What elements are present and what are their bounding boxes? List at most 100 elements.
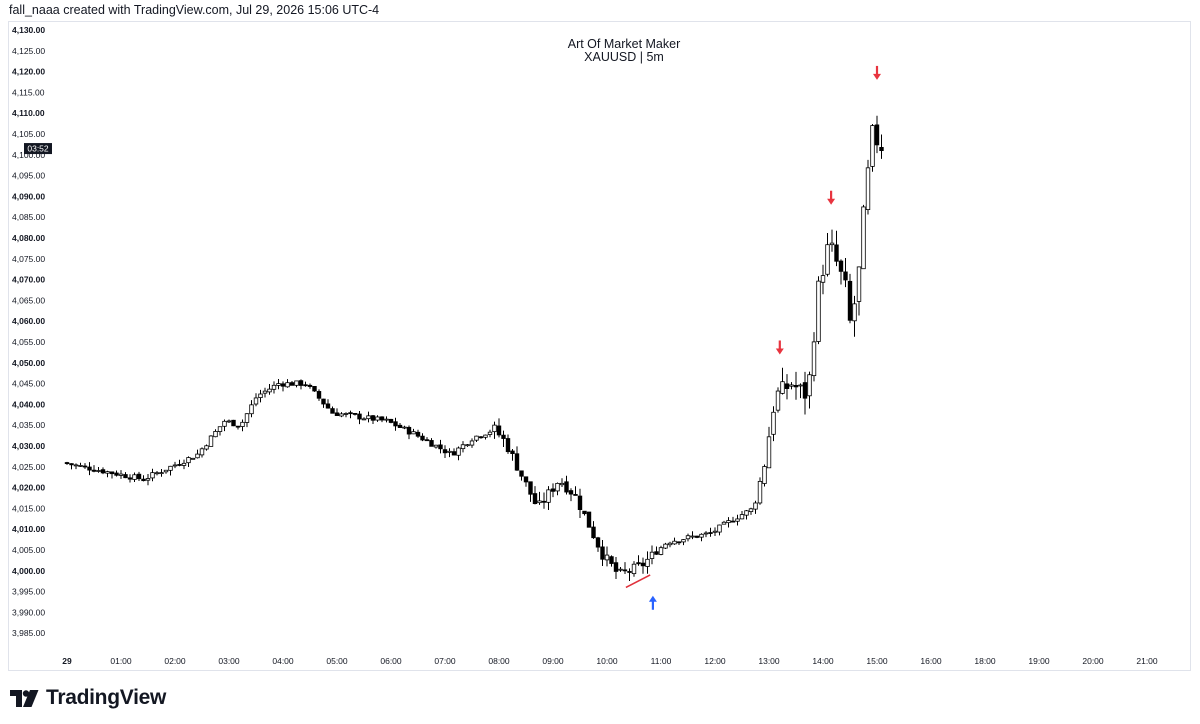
candle-body [145,478,151,481]
candle-body [519,470,524,477]
candle-body [415,431,421,437]
candle-body [159,472,164,475]
price-label-text: 03:52 [27,144,49,154]
time-tick-label: 21:00 [1136,656,1158,666]
candle-body [267,388,272,393]
candle-body [766,436,772,469]
candle-body [748,508,754,513]
candle-body [456,447,461,456]
candle-body [195,453,200,459]
candle-body [735,518,740,522]
candle-body [847,280,853,321]
candle-body [726,520,731,524]
price-tick-label: 3,985.00 [12,628,45,638]
candle-body [285,382,290,388]
candle-body [208,435,214,447]
price-tick-label: 4,100.00 [12,150,45,160]
candle-body [496,425,502,436]
time-tick-label: 20:00 [1082,656,1104,666]
candle-body [663,543,668,549]
price-tick-label: 4,110.00 [12,108,45,118]
time-tick-label: 06:00 [380,656,402,666]
candle-body [253,397,259,405]
candle-body [870,125,875,167]
buy-arrow-icon [648,595,657,602]
price-tick-label: 4,005.00 [12,545,45,555]
candle-body [793,385,799,388]
candle-body [303,384,308,387]
candle-body [325,403,331,409]
candle-body [694,535,700,538]
candle-body [834,244,839,262]
candle-body [505,438,511,453]
candle-body [699,533,704,538]
time-tick-label: 29 [62,656,72,666]
candle-body [141,478,146,482]
candle-body [424,439,430,442]
sell-arrow-icon [873,73,881,80]
price-tick-label: 4,085.00 [12,212,45,222]
candle-body [235,425,241,428]
candle-body [262,390,268,394]
candle-body [703,532,709,535]
candle-body [730,520,736,523]
candle-body [312,386,317,392]
candle-body [762,466,767,484]
candle-body [807,374,812,397]
time-tick-label: 07:00 [434,656,456,666]
candle-body [375,416,380,421]
price-tick-label: 3,995.00 [12,587,45,597]
candle-body [820,275,826,283]
candle-body [559,482,565,486]
candle-body [78,465,83,467]
candle-body [217,426,223,432]
candle-body [294,380,299,386]
price-tick-label: 4,095.00 [12,171,45,181]
candle-body [721,521,727,525]
sell-arrow-icon [827,198,836,205]
chart-subtitle: XAUUSD | 5m [584,50,664,64]
price-tick-label: 4,070.00 [12,275,45,285]
candle-body [546,489,551,503]
candle-body [640,562,646,567]
candle-body [433,444,439,448]
candle-body [100,469,106,474]
candle-body [528,481,533,495]
candle-body [204,445,209,450]
candle-body [622,569,628,572]
time-axis[interactable]: 29 01:00 02:00 03:00 04:00 05:00 06:00 07:00 08:… [62,656,1158,666]
price-tick-label: 4,060.00 [12,316,45,326]
candle-body [150,472,155,479]
candle-body [658,547,664,555]
candle-body [537,500,542,504]
candle-body [573,494,578,496]
candle-body [249,404,254,415]
candle-body [523,476,529,483]
price-tick-label: 4,045.00 [12,379,45,389]
candle-body [199,448,205,456]
candle-body [447,450,452,453]
candle-body [510,450,515,455]
candle-body [550,488,556,492]
time-tick-label: 02:00 [164,656,186,666]
time-tick-label: 10:00 [596,656,618,666]
candle-body [744,510,749,516]
candle-body [618,568,623,571]
price-axis[interactable]: 4,130.00 4,125.00 4,120.00 4,115.00 4,110.00… [12,25,45,638]
candle-body [487,431,493,435]
candle-body [595,537,601,548]
candle-body [829,242,835,246]
candle-body [226,420,232,423]
candle-body [96,470,101,472]
trendline [625,574,651,589]
candle-body [154,472,160,475]
candles-layer [64,115,884,581]
tradingview-logo[interactable]: TradingView [10,686,166,710]
candle-body [802,382,808,399]
candle-body [73,464,79,467]
time-tick-label: 03:00 [218,656,240,666]
time-tick-label: 09:00 [542,656,564,666]
candle-body [685,535,691,540]
candle-body [105,471,110,474]
